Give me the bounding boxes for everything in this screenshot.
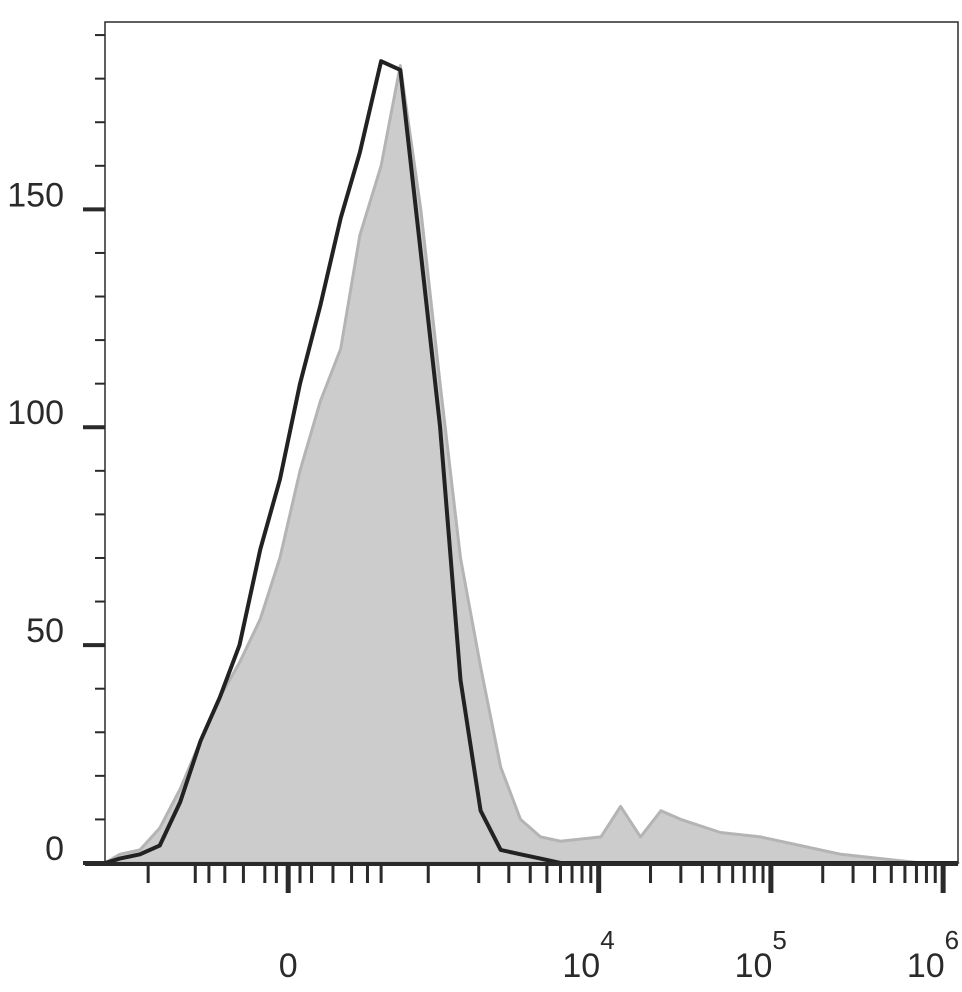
y-tick-label: 0	[45, 830, 64, 868]
x-tick-label: 104	[562, 925, 614, 985]
y-tick-label: 50	[26, 612, 64, 650]
x-tick-label-base: 0	[279, 947, 298, 985]
x-tick-label: 106	[907, 925, 959, 985]
y-tick-label: 100	[7, 394, 64, 432]
x-tick-label: 105	[735, 925, 787, 985]
x-tick-label: 0	[279, 947, 298, 985]
x-tick-label-base: 10	[562, 947, 600, 985]
x-tick-label-exponent: 5	[772, 925, 786, 955]
histogram-area	[103, 64, 960, 865]
y-tick-label: 150	[7, 176, 64, 214]
x-tick-label-exponent: 6	[945, 925, 959, 955]
x-tick-label-exponent: 4	[600, 925, 614, 955]
x-tick-label-base: 10	[907, 947, 945, 985]
x-tick-label-base: 10	[735, 947, 773, 985]
